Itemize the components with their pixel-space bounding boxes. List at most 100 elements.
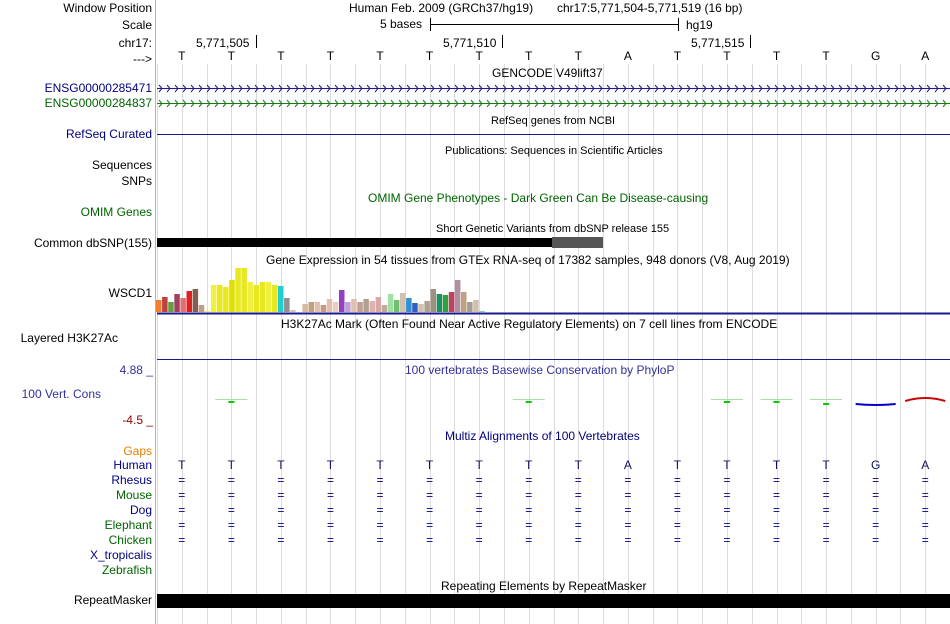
strand-arrow <box>270 84 275 93</box>
gtex-tissue-bar[interactable] <box>473 300 479 312</box>
phylop-track-label[interactable]: 100 Vert. Cons <box>21 387 101 401</box>
h3k27ac-track-label[interactable]: Layered H3K27Ac <box>20 331 118 345</box>
gtex-tissue-bar[interactable] <box>387 294 394 312</box>
gtex-tissue-bar[interactable] <box>290 310 296 312</box>
gtex-tissue-bar[interactable] <box>430 289 437 312</box>
gtex-tissue-bar[interactable] <box>241 268 247 312</box>
strand-arrow <box>390 84 395 93</box>
gtex-tissue-bar[interactable] <box>204 311 211 312</box>
gtex-tissue-bar[interactable] <box>363 299 369 312</box>
gtex-tissue-bar[interactable] <box>351 299 357 312</box>
gtex-tissue-bar[interactable] <box>198 305 205 312</box>
gtex-tissue-bar[interactable] <box>375 297 382 312</box>
species-label-mouse[interactable]: Mouse <box>115 488 152 502</box>
gtex-tissue-bar[interactable] <box>326 299 333 312</box>
phylop-base-bar[interactable] <box>723 401 730 403</box>
gtex-tissue-bar[interactable] <box>180 298 186 312</box>
repeatmasker-element[interactable] <box>157 594 950 608</box>
gtex-tissue-bar[interactable] <box>284 298 290 312</box>
omim-track-label[interactable]: OMIM Genes <box>80 205 152 219</box>
gtex-tissue-bar[interactable] <box>442 295 449 312</box>
phylop-base-bar[interactable] <box>228 401 235 403</box>
gtex-tissue-bar[interactable] <box>156 300 162 312</box>
gtex-tissue-bar[interactable] <box>259 282 266 312</box>
phylop-base-bar[interactable] <box>773 401 780 403</box>
alignment-match-symbol: = <box>426 518 434 532</box>
gtex-tissue-bar[interactable] <box>271 285 278 312</box>
species-label-dog[interactable]: Dog <box>129 503 152 517</box>
dbsnp-variant-bar-alt[interactable] <box>552 237 603 248</box>
window-position-label: Window Position <box>63 1 152 15</box>
strand-arrow <box>270 99 275 108</box>
dbsnp-variant-bar[interactable] <box>157 238 603 247</box>
gtex-tissue-bar[interactable] <box>168 302 174 312</box>
gtex-tissue-bar[interactable] <box>186 291 193 312</box>
gene-label-ensg00000285471[interactable]: ENSG00000285471 <box>44 81 152 95</box>
species-label-human[interactable]: Human <box>113 458 152 472</box>
position-text: chr17:5,771,504-5,771,519 (16 bp) <box>557 1 743 15</box>
species-label-zebrafish[interactable]: Zebrafish <box>101 563 152 577</box>
species-label-chicken[interactable]: Chicken <box>108 533 152 547</box>
species-label-x-tropicalis[interactable]: X_tropicalis <box>89 548 152 562</box>
gtex-tissue-bar[interactable] <box>278 286 284 312</box>
gtex-tissue-bar[interactable] <box>461 292 467 312</box>
gene-label-ensg00000284837[interactable]: ENSG00000284837 <box>44 96 152 110</box>
gtex-tissue-bar[interactable] <box>479 311 485 312</box>
gtex-tissue-bar[interactable] <box>381 305 388 312</box>
gtex-tissue-bar[interactable] <box>223 287 229 312</box>
gtex-tissue-bar[interactable] <box>448 292 455 312</box>
phylop-base-bar[interactable] <box>525 401 532 403</box>
strand-arrow <box>406 84 411 93</box>
gtex-tissue-bar[interactable] <box>467 302 473 312</box>
gtex-tissue-bar[interactable] <box>357 302 363 312</box>
gtex-tissue-bar[interactable] <box>454 280 461 312</box>
gtex-tissue-bar[interactable] <box>314 302 321 312</box>
gtex-tissue-bar[interactable] <box>320 305 327 312</box>
gtex-tissue-bar[interactable] <box>308 302 315 312</box>
repeatmasker-track-label[interactable]: RepeatMasker <box>73 593 152 607</box>
gtex-tissue-bar[interactable] <box>332 302 339 312</box>
gtex-tissue-bar[interactable] <box>229 280 235 312</box>
gtex-tissue-bar[interactable] <box>265 282 272 312</box>
gtex-tissue-bar[interactable] <box>217 285 223 312</box>
phylop-chart[interactable] <box>215 397 946 406</box>
gtex-tissue-bar[interactable] <box>302 304 308 312</box>
multiz-track-title: Multiz Alignments of 100 Vertebrates <box>445 429 640 443</box>
dbsnp-track-label[interactable]: Common dbSNP(155) <box>33 236 152 250</box>
species-label-elephant[interactable]: Elephant <box>104 518 152 532</box>
gtex-tissue-bar[interactable] <box>400 293 406 312</box>
phylop-base-mark[interactable] <box>855 403 896 406</box>
phylop-base-mark[interactable] <box>904 397 946 402</box>
gtex-tissue-bar[interactable] <box>345 302 351 312</box>
alignment-match-symbol: = <box>326 473 334 487</box>
publications-snps-label[interactable]: SNPs <box>121 174 152 188</box>
gtex-tissue-bar[interactable] <box>192 289 199 312</box>
gtex-tissue-bar[interactable] <box>339 290 345 312</box>
phylop-base-bar[interactable] <box>823 403 830 405</box>
gtex-tissue-bar[interactable] <box>412 303 418 312</box>
gtex-tissue-bar[interactable] <box>210 285 217 312</box>
gtex-tissue-bar[interactable] <box>436 294 443 312</box>
gtex-track-title: Gene Expression in 54 tissues from GTEx … <box>266 253 790 267</box>
gtex-tissue-bar[interactable] <box>393 300 400 312</box>
strand-arrow <box>742 84 747 93</box>
phylop-max-label: 4.88 _ <box>119 363 153 377</box>
gtex-tissue-bar[interactable] <box>162 297 168 312</box>
alignment-match-symbol: = <box>921 533 929 547</box>
gtex-tissue-bar[interactable] <box>253 285 260 312</box>
gtex-expression-chart[interactable] <box>156 268 485 312</box>
publications-sequences-label[interactable]: Sequences <box>91 158 152 172</box>
gtex-tissue-bar[interactable] <box>424 301 430 312</box>
gene-arrows[interactable] <box>157 84 950 108</box>
species-label-rhesus[interactable]: Rhesus <box>111 473 152 487</box>
gtex-gene-label[interactable]: WSCD1 <box>108 286 152 300</box>
gtex-tissue-bar[interactable] <box>369 301 376 312</box>
refseq-track-label[interactable]: RefSeq Curated <box>65 127 152 141</box>
gtex-tissue-bar[interactable] <box>406 298 412 312</box>
gtex-tissue-bar[interactable] <box>174 294 180 312</box>
gtex-tissue-bar[interactable] <box>235 268 241 312</box>
strand-arrow <box>286 84 291 93</box>
gtex-tissue-bar[interactable] <box>418 304 424 312</box>
gtex-tissue-bar[interactable] <box>247 282 254 312</box>
strand-arrow <box>862 99 867 108</box>
